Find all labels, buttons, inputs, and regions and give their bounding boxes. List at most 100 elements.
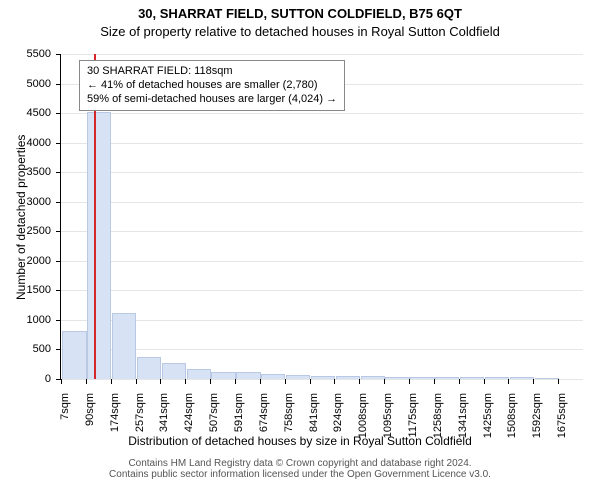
x-tick-label: 1508sqm <box>506 393 518 438</box>
y-tick-mark <box>56 54 61 55</box>
x-tick-mark <box>285 379 286 384</box>
x-tick-label: 841sqm <box>308 393 320 432</box>
y-tick-label: 500 <box>13 343 51 355</box>
y-gridline <box>61 320 583 321</box>
x-tick-mark <box>384 379 385 384</box>
y-tick-mark <box>56 320 61 321</box>
histogram-bar <box>311 376 335 379</box>
x-tick-label: 1675sqm <box>556 393 568 438</box>
y-gridline <box>61 143 583 144</box>
chart-subtitle: Size of property relative to detached ho… <box>0 24 600 39</box>
y-tick-label: 1000 <box>13 314 51 326</box>
x-tick-label: 1592sqm <box>531 393 543 438</box>
histogram-bar <box>236 372 260 379</box>
histogram-bar <box>112 313 136 379</box>
histogram-bar <box>435 377 459 379</box>
annotation-property-size: 30 SHARRAT FIELD: 118sqm <box>87 65 337 79</box>
x-tick-mark <box>235 379 236 384</box>
x-tick-mark <box>210 379 211 384</box>
y-gridline <box>61 290 583 291</box>
y-gridline <box>61 113 583 114</box>
y-gridline <box>61 231 583 232</box>
annotation-larger-pct: 59% of semi-detached houses are larger (… <box>87 93 337 107</box>
x-tick-label: 1425sqm <box>482 393 494 438</box>
x-tick-label: 424sqm <box>183 393 195 432</box>
plot-area: 0500100015002000250030003500400045005000… <box>60 54 583 380</box>
footer-licence: Contains public sector information licen… <box>0 469 600 480</box>
y-tick-label: 4000 <box>13 137 51 149</box>
chart-footer: Contains HM Land Registry data © Crown c… <box>0 458 600 480</box>
y-tick-label: 3500 <box>13 166 51 178</box>
y-tick-label: 5000 <box>13 78 51 90</box>
y-tick-mark <box>56 113 61 114</box>
histogram-bar <box>211 372 235 379</box>
y-gridline <box>61 349 583 350</box>
y-tick-mark <box>56 202 61 203</box>
histogram-bar <box>162 363 186 379</box>
chart-container: 30, SHARRAT FIELD, SUTTON COLDFIELD, B75… <box>0 0 600 500</box>
x-tick-mark <box>484 379 485 384</box>
histogram-bar <box>485 377 509 379</box>
x-tick-mark <box>459 379 460 384</box>
x-tick-label: 1341sqm <box>457 393 469 438</box>
x-tick-mark <box>359 379 360 384</box>
x-tick-label: 1258sqm <box>432 393 444 438</box>
x-tick-mark <box>185 379 186 384</box>
x-tick-label: 924sqm <box>332 393 344 432</box>
histogram-bar <box>535 378 559 379</box>
x-tick-label: 758sqm <box>283 393 295 432</box>
x-tick-label: 674sqm <box>258 393 270 432</box>
y-gridline <box>61 172 583 173</box>
x-tick-mark <box>533 379 534 384</box>
histogram-bar <box>286 375 310 379</box>
histogram-bar <box>187 369 211 379</box>
x-tick-mark <box>409 379 410 384</box>
y-tick-label: 2000 <box>13 255 51 267</box>
x-axis-label: Distribution of detached houses by size … <box>0 434 600 448</box>
y-tick-mark <box>56 231 61 232</box>
y-gridline <box>61 202 583 203</box>
x-tick-mark <box>334 379 335 384</box>
x-tick-label: 1175sqm <box>407 393 419 437</box>
y-tick-label: 2500 <box>13 225 51 237</box>
x-tick-label: 90sqm <box>84 393 96 426</box>
x-tick-label: 341sqm <box>158 393 170 432</box>
x-tick-label: 7sqm <box>59 393 71 420</box>
y-tick-label: 0 <box>13 373 51 385</box>
histogram-bar <box>87 112 111 379</box>
y-tick-label: 4500 <box>13 107 51 119</box>
histogram-bar <box>361 376 385 379</box>
x-tick-mark <box>260 379 261 384</box>
x-tick-mark <box>111 379 112 384</box>
annotation-box: 30 SHARRAT FIELD: 118sqm ← 41% of detach… <box>79 60 345 111</box>
y-tick-mark <box>56 349 61 350</box>
y-axis-label: Number of detached properties <box>14 135 28 300</box>
histogram-bar <box>510 377 534 379</box>
histogram-bar <box>137 357 161 379</box>
y-gridline <box>61 54 583 55</box>
y-tick-label: 5500 <box>13 48 51 60</box>
y-tick-mark <box>56 84 61 85</box>
x-tick-label: 1008sqm <box>357 393 369 438</box>
x-tick-mark <box>136 379 137 384</box>
histogram-bar <box>385 377 409 379</box>
y-gridline <box>61 261 583 262</box>
x-tick-mark <box>310 379 311 384</box>
y-tick-mark <box>56 143 61 144</box>
chart-title-address: 30, SHARRAT FIELD, SUTTON COLDFIELD, B75… <box>0 6 600 21</box>
x-tick-mark <box>508 379 509 384</box>
x-tick-mark <box>86 379 87 384</box>
annotation-smaller-pct: ← 41% of detached houses are smaller (2,… <box>87 79 337 93</box>
x-tick-mark <box>558 379 559 384</box>
x-tick-label: 507sqm <box>208 393 220 432</box>
histogram-bar <box>336 376 360 379</box>
x-tick-mark <box>160 379 161 384</box>
histogram-bar <box>460 377 484 379</box>
histogram-bar <box>410 377 434 379</box>
x-tick-label: 257sqm <box>134 393 146 432</box>
y-tick-label: 3000 <box>13 196 51 208</box>
x-tick-mark <box>61 379 62 384</box>
y-tick-mark <box>56 261 61 262</box>
y-gridline <box>61 379 583 380</box>
y-tick-mark <box>56 290 61 291</box>
